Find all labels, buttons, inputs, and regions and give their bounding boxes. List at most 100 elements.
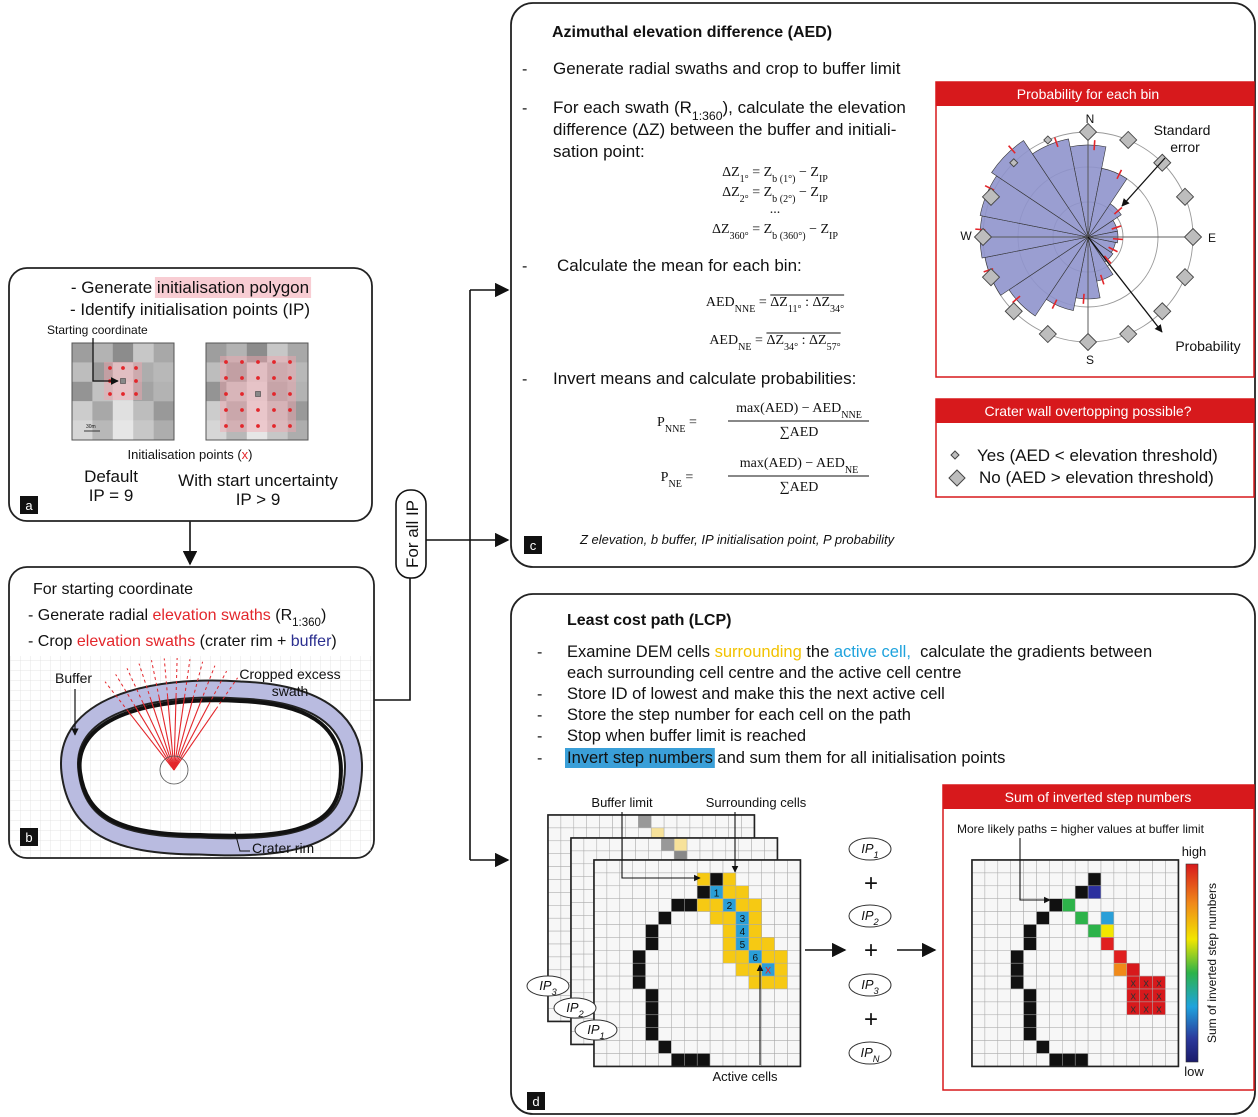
- text: S: [1086, 353, 1094, 367]
- grid-cell: [1049, 1054, 1062, 1067]
- grid-cell: [1166, 989, 1179, 1002]
- grid-cell: [646, 1015, 659, 1028]
- grid-cell: [972, 873, 985, 886]
- grid-cell: [659, 1002, 672, 1015]
- grid-cell: [1062, 1028, 1075, 1041]
- grid-cell: [1140, 937, 1153, 950]
- text: Cropped excess: [239, 666, 340, 682]
- grid-cell: [620, 1028, 633, 1041]
- text-part: : ΔZ: [798, 333, 826, 348]
- grid-cell: [633, 899, 646, 912]
- grid-cell: [972, 886, 985, 899]
- grid-cell: [1024, 963, 1037, 976]
- grid-cell: [623, 838, 636, 851]
- grid-cell: [1037, 1041, 1050, 1054]
- text-part: NE: [738, 342, 751, 353]
- grid-cell: [1101, 912, 1114, 925]
- initialisation-point: [240, 360, 244, 364]
- text: error: [1170, 139, 1200, 155]
- grid-cell: [775, 886, 788, 899]
- grid-cell: [1140, 950, 1153, 963]
- grid-cell: [1075, 886, 1088, 899]
- dem-cell: [72, 382, 93, 402]
- grid-cell: [1166, 873, 1179, 886]
- grid-cell: [607, 886, 620, 899]
- text-part: Initialisation points (: [127, 447, 242, 462]
- grid-cell: [1088, 873, 1101, 886]
- text-part: IP: [539, 978, 552, 993]
- grid-cell: [659, 1028, 672, 1041]
- grid-cell: [1140, 1015, 1153, 1028]
- grid-cell: [659, 976, 672, 989]
- text-part: 2: [873, 917, 880, 927]
- grid-cell: [600, 815, 613, 828]
- text: -: [537, 728, 542, 745]
- grid-cell: [723, 989, 736, 1002]
- dem-cell: [154, 401, 175, 421]
- grid-cell: [671, 1041, 684, 1054]
- grid-cell: [1114, 1015, 1127, 1028]
- text-part: = Z: [749, 185, 772, 200]
- grid-cell: [633, 1054, 646, 1067]
- grid-cell: [1114, 950, 1127, 963]
- text-part: ΔZ: [766, 333, 784, 348]
- grid-cell: [723, 925, 736, 938]
- grid-cell: [1153, 1041, 1166, 1054]
- grid-cell: [646, 963, 659, 976]
- grid-cell: [548, 918, 561, 931]
- grid-cell: [998, 912, 1011, 925]
- grid-cell: [749, 912, 762, 925]
- text: c: [530, 538, 537, 553]
- grid-cell: [548, 892, 561, 905]
- grid-cell: [1153, 1015, 1166, 1028]
- grid-cell: [710, 925, 723, 938]
- grid-cell: [633, 1015, 646, 1028]
- grid-cell: [1101, 963, 1114, 976]
- text: Probability for each bin: [1017, 86, 1159, 102]
- initialisation-point: [240, 376, 244, 380]
- grid-cell: [1114, 912, 1127, 925]
- grid-cell: [1101, 976, 1114, 989]
- grid-cell: [972, 1002, 985, 1015]
- grid-cell: [625, 815, 638, 828]
- grid-cell: [1153, 860, 1166, 873]
- text-part: NNE: [665, 424, 686, 435]
- grid-cell: [1088, 1054, 1101, 1067]
- grid-cell: [972, 860, 985, 873]
- grid-cell: [1062, 1015, 1075, 1028]
- grid-cell: [1075, 1028, 1088, 1041]
- text: x: [1156, 990, 1162, 1002]
- grid-cell: [646, 937, 659, 950]
- text-part: elevation swaths: [153, 607, 271, 624]
- grid-cell: [1062, 950, 1075, 963]
- text-part: 1: [874, 850, 879, 860]
- grid-cell: [985, 925, 998, 938]
- grid-cell: [1166, 976, 1179, 989]
- grid-cell: [620, 899, 633, 912]
- grid-cell: [998, 950, 1011, 963]
- grid-cell: [651, 815, 664, 828]
- grid-cell: [1024, 1028, 1037, 1041]
- grid-cell: [723, 976, 736, 989]
- initialisation-point: [256, 408, 260, 412]
- text-part: =: [682, 470, 694, 485]
- text-part: IP: [861, 908, 874, 923]
- grid-cell: [775, 989, 788, 1002]
- grid-cell: [726, 838, 739, 851]
- grid-cell: [594, 1041, 607, 1054]
- grid-cell: [710, 937, 723, 950]
- grid-cell: [633, 860, 646, 873]
- grid-cell: [1101, 873, 1114, 886]
- grid-cell: [697, 860, 710, 873]
- grid-cell: [620, 1054, 633, 1067]
- grid-cell: [671, 963, 684, 976]
- grid-cell: [607, 976, 620, 989]
- grid-cell: [1037, 1054, 1050, 1067]
- text-part: NNE: [841, 410, 862, 421]
- text: With start uncertainty: [178, 471, 338, 490]
- grid-cell: [671, 1028, 684, 1041]
- grid-cell: [613, 815, 626, 828]
- text: x: [765, 963, 771, 977]
- grid-cell: [561, 815, 574, 828]
- grid-cell: [1101, 899, 1114, 912]
